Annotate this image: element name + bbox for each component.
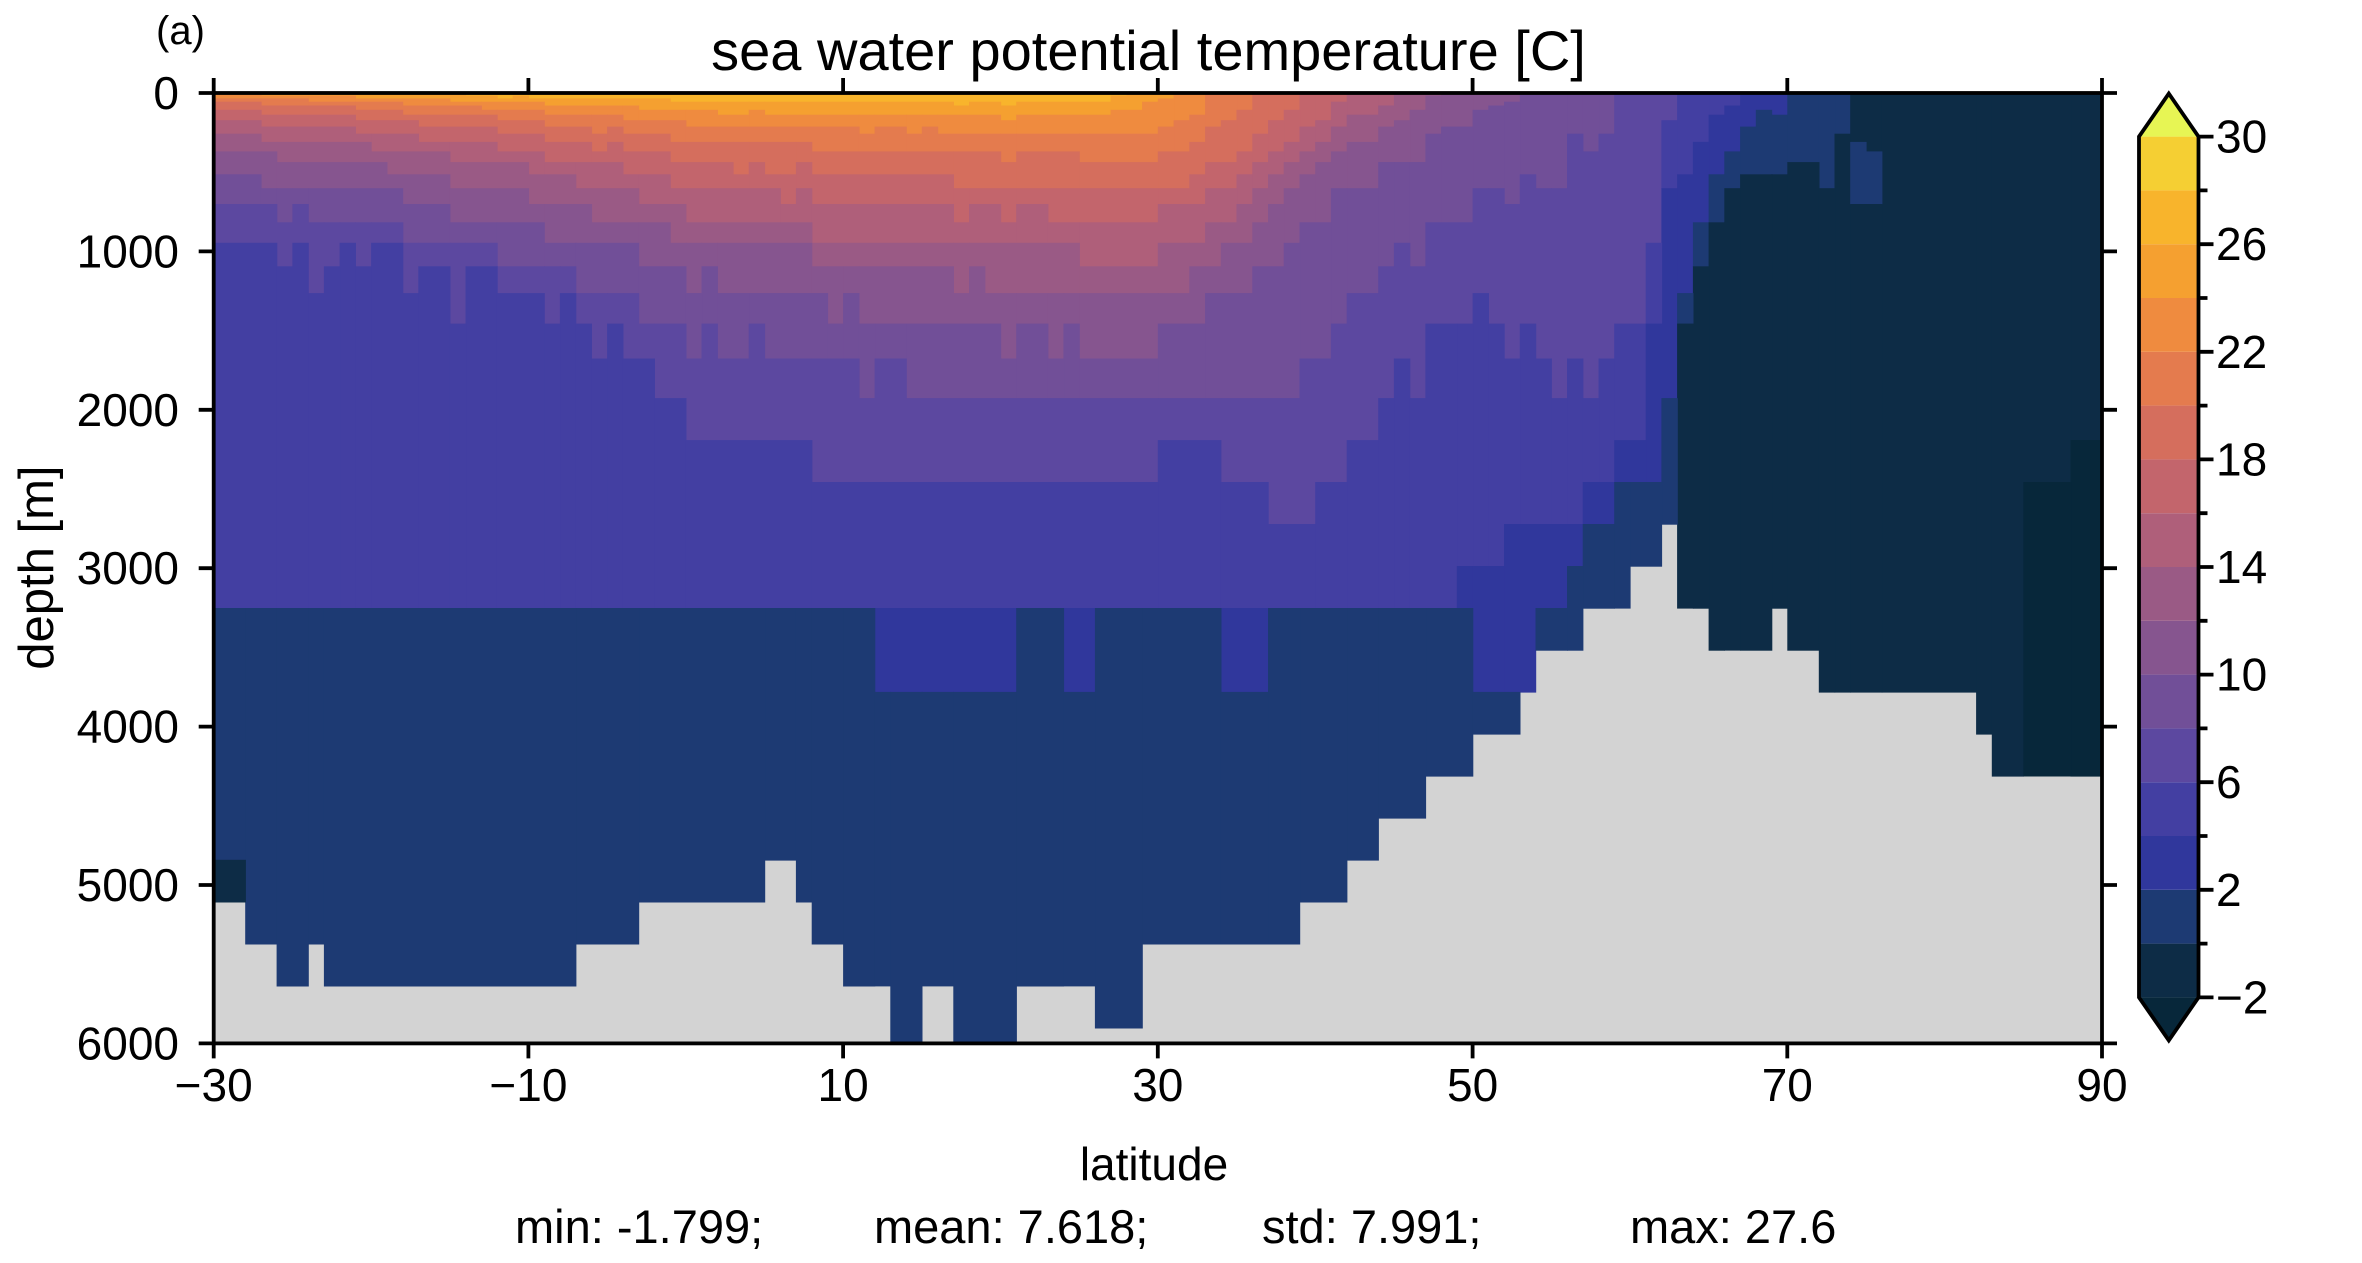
svg-text:4000: 4000 bbox=[77, 701, 179, 753]
svg-text:10: 10 bbox=[2216, 649, 2267, 701]
svg-text:max: 27.6: max: 27.6 bbox=[1630, 1200, 1836, 1253]
svg-text:18: 18 bbox=[2216, 433, 2267, 485]
svg-text:2000: 2000 bbox=[77, 384, 179, 436]
svg-text:−10: −10 bbox=[489, 1059, 567, 1111]
svg-text:min: -1.799;: min: -1.799; bbox=[515, 1200, 763, 1253]
svg-text:14: 14 bbox=[2216, 541, 2267, 593]
svg-text:sea water potential temperatur: sea water potential temperature [C] bbox=[711, 19, 1586, 82]
svg-text:6000: 6000 bbox=[77, 1017, 179, 1069]
svg-text:5000: 5000 bbox=[77, 859, 179, 911]
svg-text:std: 7.991;: std: 7.991; bbox=[1262, 1200, 1482, 1253]
svg-text:mean: 7.618;: mean: 7.618; bbox=[874, 1200, 1148, 1253]
svg-text:−2: −2 bbox=[2216, 971, 2268, 1023]
svg-text:50: 50 bbox=[1447, 1059, 1498, 1111]
svg-text:22: 22 bbox=[2216, 326, 2267, 378]
svg-text:1000: 1000 bbox=[77, 225, 179, 277]
svg-text:0: 0 bbox=[153, 67, 179, 119]
svg-text:−30: −30 bbox=[175, 1059, 253, 1111]
svg-text:6: 6 bbox=[2216, 756, 2242, 808]
svg-text:latitude: latitude bbox=[1080, 1138, 1228, 1190]
svg-text:30: 30 bbox=[1132, 1059, 1183, 1111]
svg-text:10: 10 bbox=[818, 1059, 869, 1111]
svg-text:26: 26 bbox=[2216, 218, 2267, 270]
svg-text:90: 90 bbox=[2076, 1059, 2127, 1111]
svg-text:30: 30 bbox=[2216, 111, 2267, 163]
svg-text:3000: 3000 bbox=[77, 542, 179, 594]
svg-text:2: 2 bbox=[2216, 864, 2242, 916]
svg-text:depth [m]: depth [m] bbox=[10, 465, 64, 669]
svg-text:(a): (a) bbox=[156, 9, 205, 53]
svg-text:70: 70 bbox=[1762, 1059, 1813, 1111]
